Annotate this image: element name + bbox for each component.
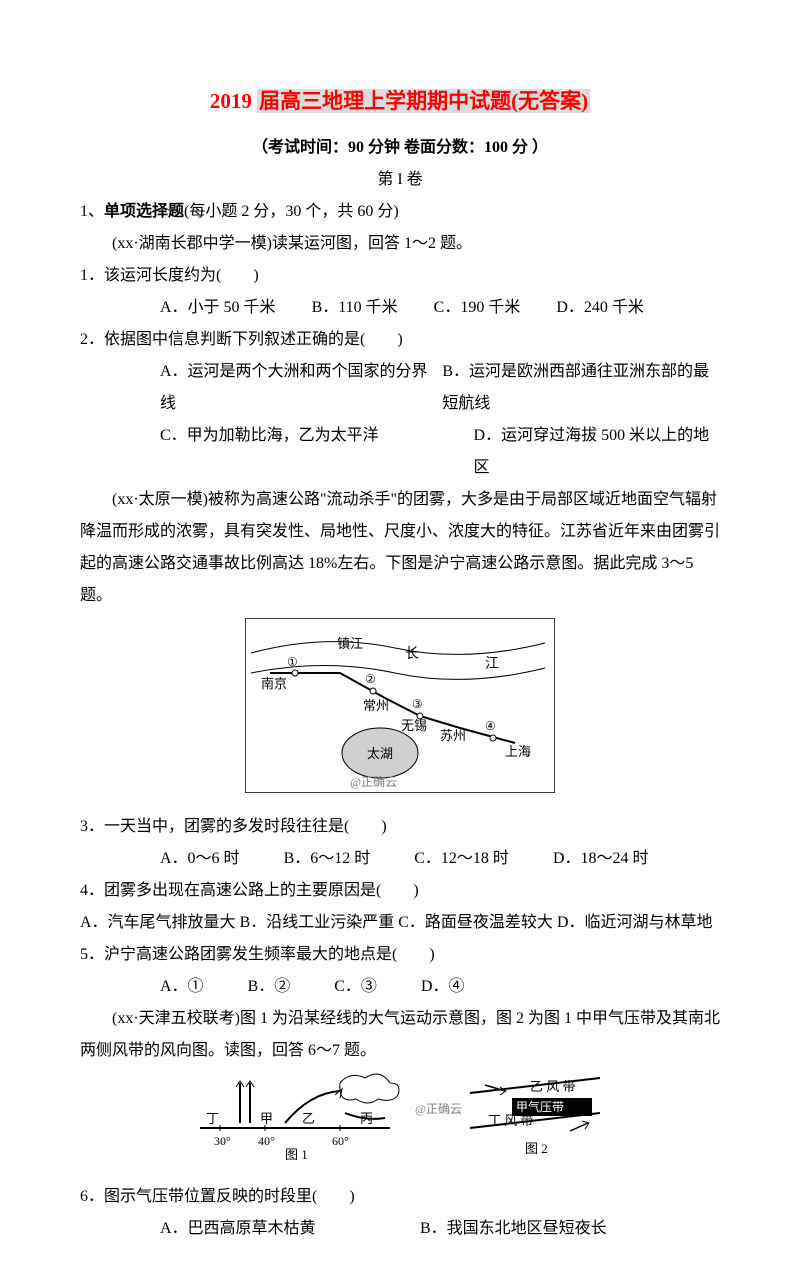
section-1-label: 第 I 卷 [80,164,720,196]
part1-heading: 1、单项选择题(每小题 2 分，30 个，共 60 分) [80,196,720,228]
q3-options: A．0～6 时 B．6～12 时 C．12～18 时 D．18～24 时 [80,843,720,875]
q6-opt-b: B．我国东北地区昼短夜长 [420,1213,607,1245]
q1-opt-c: C．190 千米 [434,292,521,324]
q1-stem: 1．该运河长度约为( ) [80,260,720,292]
svg-text:丁: 丁 [206,1111,219,1126]
q1-opt-a: A．小于 50 千米 [160,292,276,324]
svg-text:40°: 40° [258,1134,275,1148]
part1-bold: 单项选择题 [104,203,184,220]
exam-meta: （考试时间：90 分钟 卷面分数：100 分 ） [80,132,720,164]
q3-opt-d: D．18～24 时 [553,843,649,875]
q4-opt-a: A．汽车尾气排放量大 [80,914,236,931]
doc-title: 2019 届高三地理上学期期中试题(无答案) [80,80,720,122]
q2-opt-a: A．运河是两个大洲和两个国家的分界线 [160,356,442,420]
q1-opt-d: D．240 千米 [556,292,644,324]
svg-text:60°: 60° [332,1134,349,1148]
q5-opt-c: C．③ [334,971,377,1003]
q1-options: A．小于 50 千米 B．110 千米 C．190 千米 D．240 千米 [80,292,720,324]
title-year: 2019 [210,89,252,113]
svg-text:②: ② [365,672,376,686]
svg-text:上海: 上海 [505,744,531,759]
svg-text:丁 风 带: 丁 风 带 [488,1113,534,1128]
label-zhenjiang: 镇江 [337,636,363,651]
q6-stem: 6．图示气压带位置反映的时段里( ) [80,1181,720,1213]
q3-opt-a: A．0～6 时 [160,843,240,875]
fig2-label: 图 2 [525,1141,548,1156]
label-changjiang: 长 [405,646,419,662]
svg-text:太湖: 太湖 [367,746,393,761]
figure-1-2: 30° 40° 60° 丁 甲 乙 丙 图 1 @正确云 [80,1073,720,1175]
q6-options: A．巴西高原草木枯黄 B．我国东北地区昼短夜长 [80,1213,720,1245]
svg-text:@正确云: @正确云 [350,775,397,789]
q4-opt-c: C．路面昼夜温差较大 [398,914,553,931]
intro-3: (xx·天津五校联考)图 1 为沿某经线的大气运动示意图，图 2 为图 1 中甲… [80,1003,720,1067]
svg-text:乙 风 带: 乙 风 带 [530,1079,576,1094]
q4-stem: 4．团雾多出现在高速公路上的主要原因是( ) [80,875,720,907]
intro-1: (xx·湖南长郡中学一模)读某运河图，回答 1～2 题。 [80,228,720,260]
svg-text:30°: 30° [214,1134,231,1148]
q2-stem: 2．依据图中信息判断下列叙述正确的是( ) [80,324,720,356]
figure-map: 镇江 长 江 ① ② ③ ④ 太湖 南京 常州 无锡 苏州 上海 @正确云 [80,618,720,805]
svg-text:④: ④ [485,719,496,733]
svg-text:江: 江 [485,656,499,672]
q2-options: A．运河是两个大洲和两个国家的分界线 B．运河是欧洲西部通往亚洲东部的最短航线 … [80,356,720,484]
q3-opt-c: C．12～18 时 [414,843,509,875]
q5-opt-d: D．④ [421,971,465,1003]
svg-text:常州: 常州 [363,698,389,713]
q4-opt-b: B．沿线工业污染严重 [240,914,395,931]
svg-text:@正确云: @正确云 [415,1102,462,1116]
q6-opt-a: A．巴西高原草木枯黄 [160,1213,416,1245]
q4-opt-d: D．临近河湖与林草地 [557,914,713,931]
fig1-label: 图 1 [285,1147,308,1162]
q2-opt-d: D．运河穿过海拔 500 米以上的地区 [474,420,720,484]
intro-2: (xx·太原一模)被称为高速公路"流动杀手"的团雾，大多是由于局部区域近地面空气… [80,484,720,612]
svg-text:乙: 乙 [302,1111,315,1126]
q3-stem: 3．一天当中，团雾的多发时段往往是( ) [80,811,720,843]
svg-text:③: ③ [412,697,423,711]
q1-opt-b: B．110 千米 [312,292,398,324]
svg-text:苏州: 苏州 [440,728,466,743]
svg-text:甲: 甲 [260,1111,273,1126]
q4-options: A．汽车尾气排放量大 B．沿线工业污染严重 C．路面昼夜温差较大 D．临近河湖与… [80,907,720,939]
q5-stem: 5．沪宁高速公路团雾发生频率最大的地点是( ) [80,939,720,971]
q2-opt-b: B．运河是欧洲西部通往亚洲东部的最短航线 [442,356,720,420]
q5-opt-a: A．① [160,971,204,1003]
q2-opt-c: C．甲为加勒比海，乙为太平洋 [160,420,474,484]
title-highlight: 届高三地理上学期期中试题(无答案) [257,89,590,113]
q5-opt-b: B．② [248,971,291,1003]
q3-opt-b: B．6～12 时 [284,843,371,875]
svg-text:南京: 南京 [261,676,287,691]
q5-options: A．① B．② C．③ D．④ [80,971,720,1003]
svg-text:甲气压带: 甲气压带 [516,1099,564,1114]
svg-text:无锡: 无锡 [401,718,427,733]
svg-text:①: ① [287,655,298,669]
